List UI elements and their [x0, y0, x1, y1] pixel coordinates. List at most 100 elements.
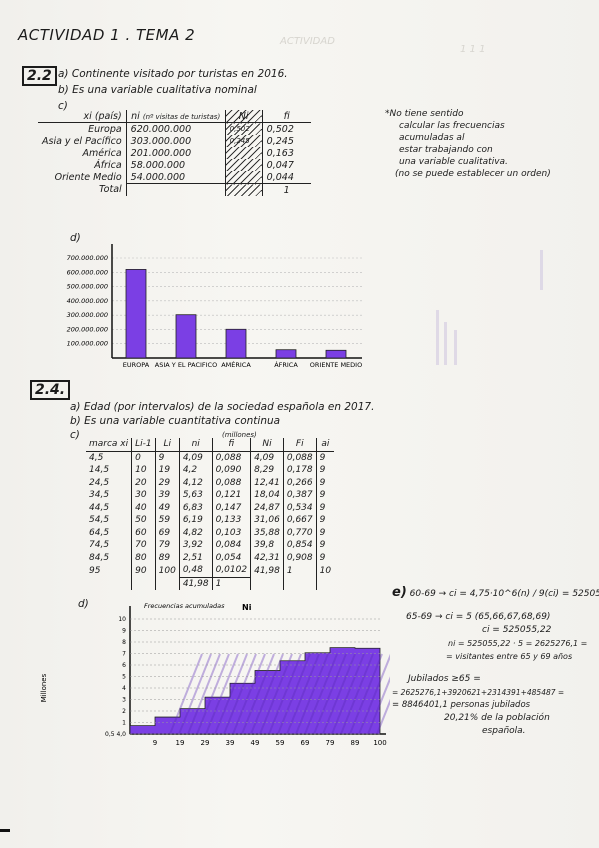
table-cell: 10	[131, 464, 156, 477]
y-tick-label: 4	[122, 685, 126, 692]
hatch-stroke	[241, 653, 275, 735]
table-cell: 6,83	[178, 501, 213, 514]
y-tick-label: 9	[122, 628, 126, 635]
hatch-stroke	[250, 653, 284, 735]
table-cell: 44,5	[89, 502, 110, 513]
y-tick-label: 400.000.000	[67, 297, 108, 305]
y-tick-label: 1	[122, 720, 126, 727]
ex22-answer-a: a) Continente visitado por turistas en 2…	[58, 68, 288, 80]
table-row: Asia y el Pacífico 303.000.000 0,245 0,245	[38, 135, 311, 147]
table-cell: 4,12	[178, 476, 213, 489]
table-cell-xi: África	[94, 159, 122, 171]
hatch-stroke	[223, 653, 257, 735]
table-cell: 9	[154, 451, 180, 464]
ex24-part-e: e) 60-69 → ci = 4,75·10^6(n) / 9(ci) = 5…	[392, 586, 599, 738]
hatch-stroke	[259, 653, 293, 735]
ex24-answer-d: d)	[78, 598, 89, 610]
table-cell: 0,054	[211, 551, 251, 564]
table-cell: 5,63	[178, 489, 213, 502]
e-line-3: ci = 525055,22	[482, 625, 552, 635]
table-cell: 0,854	[282, 539, 317, 552]
bar	[175, 314, 197, 359]
table-cell-fi: 0,502	[261, 122, 311, 135]
e-line-9: 20,21% de la población	[444, 713, 550, 723]
table-cell: 39	[154, 489, 180, 502]
table-cell: 0,908	[282, 551, 317, 564]
table-cell: 4,09	[250, 451, 284, 464]
table-cell-xi: Europa	[88, 123, 122, 135]
table-cell: 74,5	[89, 540, 110, 551]
table-cell: 9	[315, 526, 335, 539]
table-total-cell	[282, 577, 317, 590]
x-tick-label: 89	[351, 739, 360, 747]
hatch-stroke	[349, 653, 383, 735]
y-tick-label: 3	[122, 697, 126, 704]
bleed-through-mark	[454, 330, 457, 365]
x-tick-label: ASIA Y EL PACIFICO	[155, 361, 217, 369]
e-line-8: = 8846401,1 personas jubilados	[392, 700, 531, 710]
table-cell: 0,266	[282, 476, 317, 489]
table-total-cell	[131, 577, 156, 590]
e-line-2: 65-69 → ci = 5 (65,66,67,68,69)	[406, 612, 551, 622]
exercise-2-2-number: 2.2	[22, 66, 57, 86]
note-line: (no se puede establecer un orden)	[395, 169, 551, 179]
table-cell: 0,770	[282, 526, 317, 539]
x-tick-label: EUROPA	[123, 361, 150, 369]
y-tick-label: 600.000.000	[67, 268, 108, 276]
table-cell: 24,87	[250, 501, 284, 514]
table-total-cell	[250, 577, 284, 590]
table-cell-ni: 201.000.000	[125, 147, 226, 159]
ex24-answer-a: a) Edad (por intervalos) de la sociedad …	[70, 401, 375, 413]
hatch-stroke	[178, 653, 212, 735]
table-cell: 40	[131, 501, 156, 514]
table-cell-ni: 303.000.000	[125, 135, 226, 147]
table-cell-xi: América	[82, 147, 122, 159]
table-cell: 20	[131, 476, 156, 489]
hatch-stroke	[268, 653, 302, 735]
table-cell-Ni	[224, 159, 263, 171]
table-cell: 8,29	[250, 464, 284, 477]
table-cell-fi: 0,245	[261, 135, 311, 147]
col-header-ni: ni (nº visitas de turistas)	[125, 110, 226, 123]
table-total-row: Total 1	[38, 183, 311, 196]
col-header-xi: xi (país)	[38, 110, 127, 123]
table-row: América 201.000.000 0,163	[38, 147, 311, 159]
col-header: ai	[315, 438, 335, 452]
y-tick-label: 0,5 4,0	[105, 731, 126, 738]
table-cell: 1	[282, 564, 317, 577]
table-cell: 6,19	[178, 514, 213, 527]
table-cell: 41,98	[250, 564, 284, 577]
table-total-cell: 41,98	[178, 576, 213, 590]
col-header: ni	[178, 438, 213, 452]
y-tick-label: 5	[122, 674, 126, 681]
x-tick-label: 39	[226, 739, 235, 747]
table-cell: 70	[131, 539, 156, 552]
col-header: fi	[211, 438, 251, 452]
e-line-1: 60-69 → ci = 4,75·10^6(n) / 9(ci) = 5250…	[409, 589, 599, 599]
table-cell: 4,82	[178, 526, 213, 539]
table-cell: 14,5	[89, 465, 110, 476]
bleed-through-mark	[436, 310, 439, 365]
table-total-cell	[86, 577, 132, 590]
table-cell: 35,88	[250, 526, 284, 539]
col-header: Li-1	[131, 438, 156, 452]
e-line-5: = visitantes entre 65 y 69 años	[446, 652, 573, 661]
col-header-fi: fi	[261, 110, 311, 123]
table-cell: 39,8	[250, 539, 284, 552]
table-cell: 9	[315, 539, 335, 552]
y-tick-label: 8	[122, 639, 126, 646]
hatch-stroke	[169, 653, 203, 735]
bleed-through-mark	[540, 250, 543, 290]
table-cell-Ni	[224, 171, 263, 184]
table-cell: 69	[154, 526, 180, 539]
table-cell-Ni	[224, 147, 263, 159]
x-axis-label: x_i	[389, 725, 390, 734]
hatch-stroke	[304, 653, 338, 735]
ex24-ni-note: (millones)	[222, 431, 257, 439]
e-label: e)	[392, 585, 407, 600]
chart-title-tag: Ni	[242, 603, 252, 612]
y-tick-label: 100.000.000	[67, 340, 108, 348]
bleed-through-text: ACTIVIDAD	[280, 36, 335, 47]
table-cell: 89	[154, 551, 180, 564]
